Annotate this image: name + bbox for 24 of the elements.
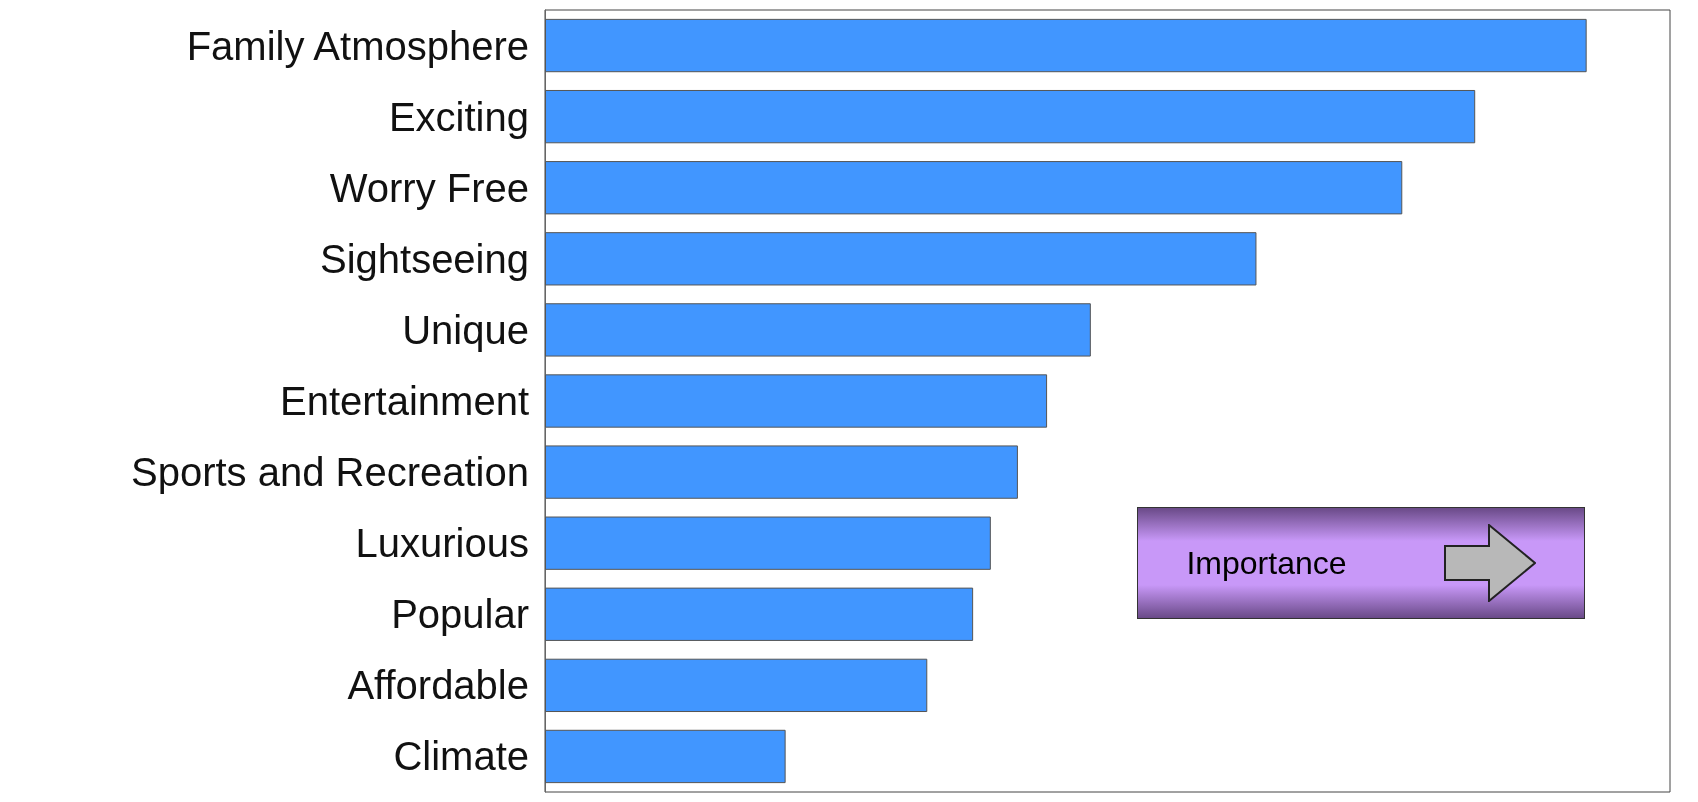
bar (545, 232, 1257, 286)
bar (545, 374, 1048, 428)
y-tick-label: Unique (402, 307, 529, 352)
importance-label-box: Importance (1137, 507, 1585, 619)
bar (545, 729, 786, 784)
bar (545, 445, 1018, 499)
y-tick-label: Sports and Recreation (130, 450, 529, 495)
bar (545, 587, 974, 641)
bar (545, 303, 1091, 357)
y-tick-label: Climate (393, 734, 529, 779)
annotation: Importance (1186, 544, 1347, 582)
y-tick-label: Affordable (347, 663, 529, 708)
bar (545, 516, 991, 570)
y-tick-label: Worry Free (329, 165, 529, 210)
y-tick-label: Sightseeing (319, 236, 529, 281)
y-tick-label: Luxurious (355, 521, 529, 566)
bar (545, 658, 928, 713)
y-tick-label: Family Atmosphere (186, 23, 529, 68)
bar (545, 18, 1587, 73)
y-tick-label: Exciting (388, 94, 529, 139)
bar (545, 89, 1476, 144)
y-tick-label: Popular (391, 592, 529, 637)
y-tick-label: Entertainment (279, 379, 529, 423)
bar (545, 161, 1403, 215)
